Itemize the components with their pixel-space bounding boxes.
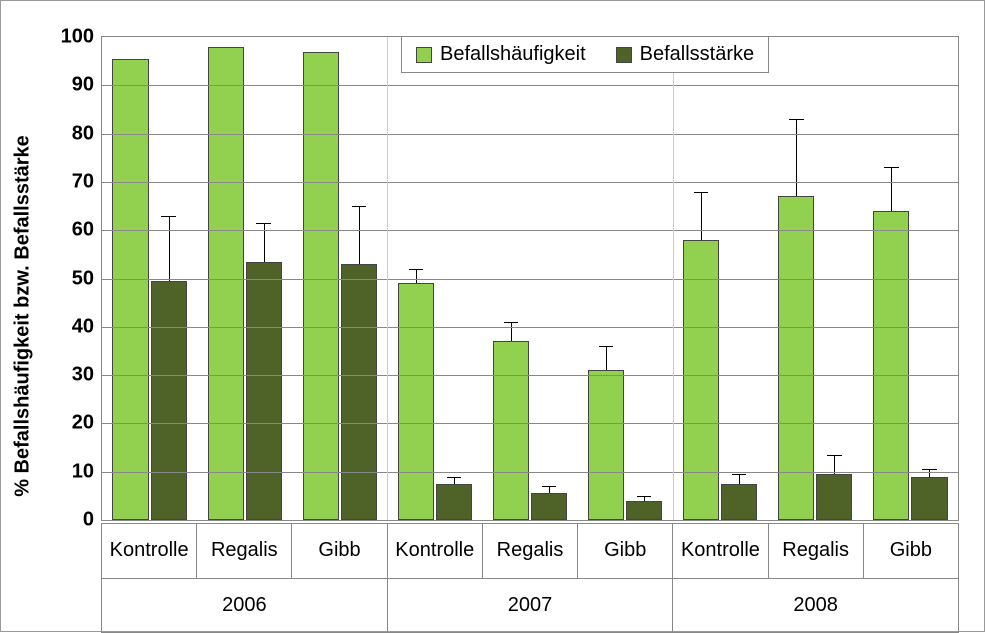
gridline — [102, 423, 958, 424]
y-tick-label: 90 — [72, 74, 94, 97]
gridline — [102, 182, 958, 183]
legend: Befallshäufigkeit Befallsstärke — [401, 36, 769, 73]
error-bar — [929, 469, 930, 476]
error-cap — [637, 496, 651, 497]
legend-swatch — [416, 47, 432, 63]
error-cap — [504, 322, 518, 323]
error-bar — [454, 477, 455, 484]
error-bar — [739, 474, 740, 484]
y-tick-label: 30 — [72, 364, 94, 387]
chart-container: % Befallshäufigkeit bzw. Befallsstärke 0… — [0, 0, 985, 632]
error-cap — [694, 192, 708, 193]
error-cap — [409, 269, 423, 270]
error-cap — [542, 486, 556, 487]
y-tick-label: 10 — [72, 460, 94, 483]
error-bar — [169, 216, 170, 281]
gridline — [102, 85, 958, 86]
plot-area: 0102030405060708090100 — [101, 36, 959, 521]
y-tick-label: 70 — [72, 170, 94, 193]
y-tick-label: 40 — [72, 315, 94, 338]
x-tick-treatment: Kontrolle — [387, 524, 482, 579]
error-cap — [256, 223, 270, 224]
error-bar — [264, 223, 265, 262]
error-cap — [789, 119, 803, 120]
error-bar — [359, 206, 360, 264]
y-tick-label: 50 — [72, 267, 94, 290]
x-tick-treatment: Kontrolle — [102, 524, 197, 579]
error-bar — [511, 322, 512, 341]
error-bar — [796, 119, 797, 196]
gridline — [102, 134, 958, 135]
error-bar — [891, 167, 892, 210]
x-axis-table: KontrolleRegalisGibbKontrolleRegalisGibb… — [101, 523, 959, 633]
gridline — [102, 279, 958, 280]
y-tick-label: 20 — [72, 412, 94, 435]
y-tick-label: 100 — [61, 26, 94, 49]
error-bar — [549, 486, 550, 493]
x-tick-treatment: Gibb — [578, 524, 673, 579]
gridline — [102, 472, 958, 473]
x-axis: KontrolleRegalisGibbKontrolleRegalisGibb… — [101, 523, 959, 633]
legend-item-befallsstaerke: Befallsstärke — [616, 43, 755, 66]
x-tick-treatment: Regalis — [768, 524, 863, 579]
gridline — [102, 230, 958, 231]
x-tick-treatment: Regalis — [482, 524, 577, 579]
x-tick-year: 2006 — [102, 578, 388, 633]
y-tick-label: 0 — [83, 509, 94, 532]
error-cap — [732, 474, 746, 475]
legend-swatch — [616, 47, 632, 63]
error-cap — [161, 216, 175, 217]
legend-label: Befallsstärke — [640, 43, 755, 66]
gridline — [102, 327, 958, 328]
y-tick-label: 80 — [72, 122, 94, 145]
error-cap — [447, 477, 461, 478]
legend-label: Befallshäufigkeit — [440, 43, 586, 66]
error-cap — [884, 167, 898, 168]
year-separator — [673, 37, 674, 520]
error-bar — [701, 192, 702, 240]
error-bar — [606, 346, 607, 370]
error-cap — [352, 206, 366, 207]
legend-item-befallshaeufigkeit: Befallshäufigkeit — [416, 43, 586, 66]
error-bar — [416, 269, 417, 283]
x-tick-year: 2007 — [387, 578, 673, 633]
x-tick-treatment: Kontrolle — [673, 524, 768, 579]
x-tick-year: 2008 — [673, 578, 959, 633]
x-tick-treatment: Gibb — [292, 524, 387, 579]
gridline — [102, 375, 958, 376]
year-separator — [387, 37, 388, 520]
y-axis-title: % Befallshäufigkeit bzw. Befallsstärke — [12, 135, 35, 497]
x-tick-treatment: Gibb — [863, 524, 958, 579]
error-cap — [599, 346, 613, 347]
y-tick-label: 60 — [72, 219, 94, 242]
error-cap — [922, 469, 936, 470]
x-tick-treatment: Regalis — [197, 524, 292, 579]
error-cap — [827, 455, 841, 456]
